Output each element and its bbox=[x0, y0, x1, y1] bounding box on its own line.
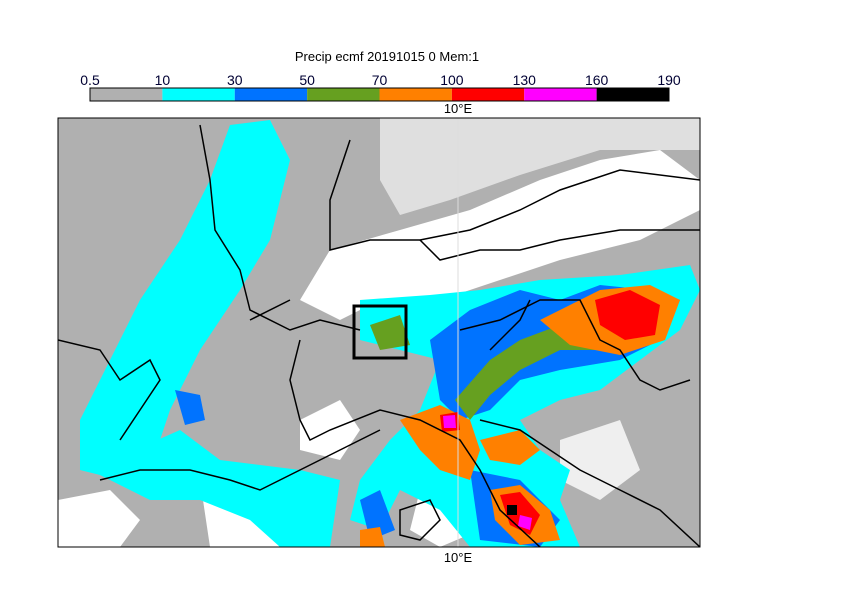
precip-130-160 bbox=[443, 415, 532, 530]
precip-160-190 bbox=[507, 505, 517, 515]
colorbar-label: 0.5 bbox=[80, 72, 100, 88]
lon-label-bottom: 10°E bbox=[444, 550, 473, 565]
colorbar-segment bbox=[90, 88, 163, 101]
colorbar-segment bbox=[234, 88, 308, 101]
focus-box bbox=[352, 304, 408, 360]
colorbar-label: 70 bbox=[372, 72, 388, 88]
colorbar-frame bbox=[89, 87, 670, 102]
colorbar-label: 50 bbox=[299, 72, 315, 88]
colorbar-segment bbox=[524, 88, 597, 101]
colorbar-label: 10 bbox=[155, 72, 171, 88]
map-frame bbox=[57, 117, 701, 548]
colorbar-segment bbox=[379, 88, 452, 101]
colorbar-label: 30 bbox=[227, 72, 243, 88]
colorbar: 0.5 10 30 50 70 100 130 160 190 bbox=[80, 72, 681, 102]
colorbar-label: 190 bbox=[657, 72, 681, 88]
title: Precip ecmf 20191015 0 Mem:1 bbox=[295, 49, 479, 64]
colorbar-label: 160 bbox=[585, 72, 609, 88]
map-area bbox=[58, 118, 700, 547]
colorbar-label: 130 bbox=[513, 72, 537, 88]
colorbar-segment bbox=[307, 88, 380, 101]
lon-label-top: 10°E bbox=[444, 101, 473, 116]
colorbar-segment bbox=[451, 88, 525, 101]
colorbar-label: 100 bbox=[440, 72, 464, 88]
colorbar-segment bbox=[162, 88, 235, 101]
borders bbox=[58, 124, 700, 547]
colorbar-segment bbox=[596, 88, 669, 101]
